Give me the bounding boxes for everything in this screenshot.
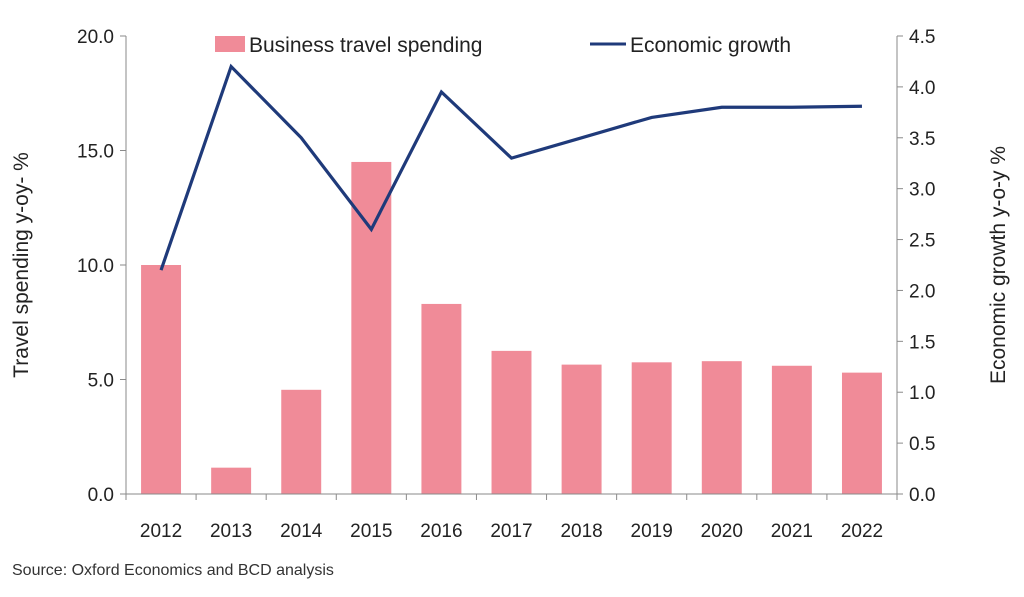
right-tick-label: 1.5: [909, 332, 935, 353]
right-tick-label: 0.0: [909, 485, 935, 506]
right-tick-label: 3.0: [909, 180, 935, 201]
x-tick-label: 2019: [631, 521, 673, 542]
legend-label-economic-growth: Economic growth: [630, 34, 791, 57]
bar-2014: [281, 389, 322, 494]
legend-swatch-business-travel: [215, 36, 245, 52]
line-series: [159, 63, 862, 271]
axes: 0.0 5.0 10.0 15.0 20.0 0.0 0.5 1.0 1.5 2.0 2.5 3.0 3…: [77, 27, 935, 542]
left-axis-title: Travel spending y-oy- %: [10, 152, 33, 378]
left-tick-label: 15.0: [77, 142, 114, 163]
legend-label-business-travel: Business travel spending: [249, 34, 482, 57]
legend: Business travel spending Economic growth: [215, 34, 791, 57]
bar-2019: [631, 362, 672, 494]
left-tick-label: 10.0: [77, 256, 114, 277]
x-tick-label: 2021: [771, 521, 813, 542]
bar-2018: [561, 364, 602, 494]
right-tick-label: 1.0: [909, 383, 935, 404]
bar-2016: [421, 303, 462, 494]
bar-2022: [841, 372, 882, 494]
x-tick-label: 2013: [210, 521, 252, 542]
bar-2012: [141, 265, 182, 494]
bar-2021: [771, 365, 812, 494]
bar-2013: [211, 467, 252, 494]
x-tick-label: 2014: [280, 521, 323, 542]
right-tick-label: 2.0: [909, 281, 935, 302]
x-tick-label: 2016: [420, 521, 462, 542]
right-axis-title: Economic growth y-o-y %: [987, 146, 1010, 384]
x-tick-label: 2017: [490, 521, 532, 542]
x-tick-label: 2018: [560, 521, 602, 542]
x-tick-label: 2020: [701, 521, 743, 542]
x-tick-label: 2015: [350, 521, 392, 542]
bar-series: [141, 161, 882, 494]
left-tick-label: 0.0: [88, 485, 114, 506]
source-note: Source: Oxford Economics and BCD analysi…: [12, 562, 334, 579]
left-tick-label: 20.0: [77, 27, 114, 48]
right-tick-label: 3.5: [909, 129, 935, 150]
right-tick-label: 4.0: [909, 78, 935, 99]
right-tick-label: 2.5: [909, 231, 935, 252]
right-tick-label: 4.5: [909, 27, 935, 48]
x-tick-label: 2022: [841, 521, 883, 542]
bar-2015: [351, 161, 392, 494]
bar-2020: [701, 361, 742, 494]
combo-chart: 0.0 5.0 10.0 15.0 20.0 0.0 0.5 1.0 1.5 2.0 2.5 3.0 3…: [10, 27, 1010, 542]
left-tick-label: 5.0: [88, 371, 114, 392]
economic-growth-line: [159, 63, 862, 271]
x-tick-label: 2012: [140, 521, 182, 542]
bar-2017: [491, 350, 532, 494]
right-tick-label: 0.5: [909, 434, 935, 455]
